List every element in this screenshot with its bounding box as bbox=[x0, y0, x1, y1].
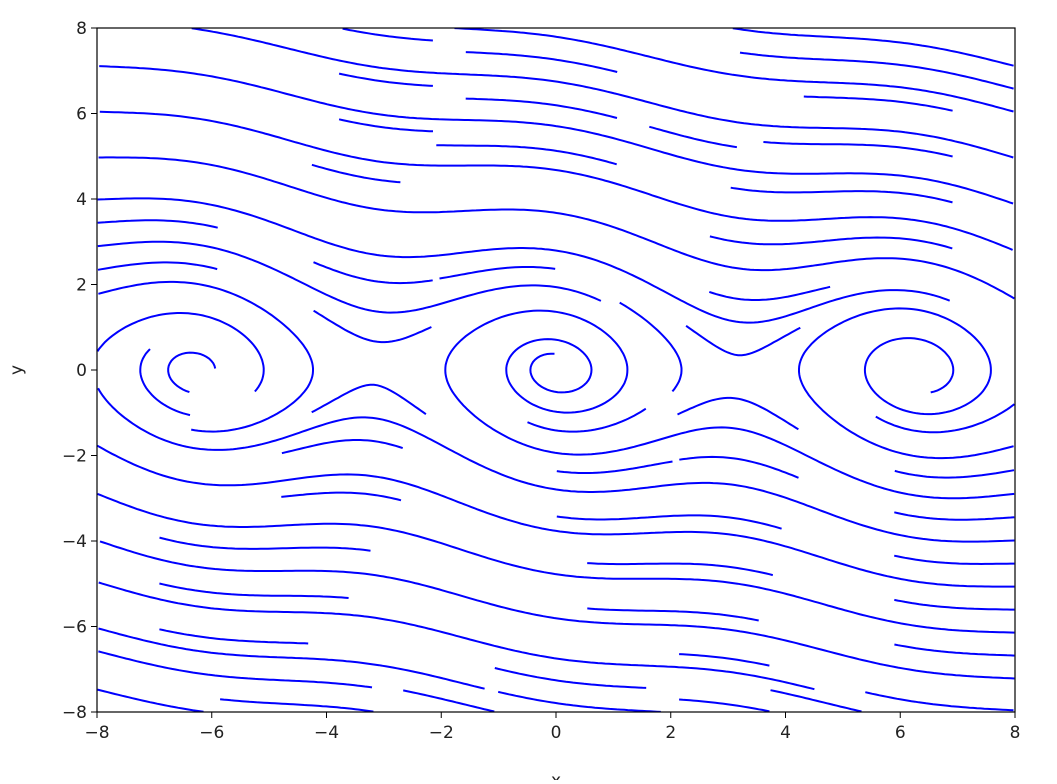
streamline bbox=[281, 439, 404, 455]
streamline bbox=[281, 491, 402, 502]
streamline bbox=[98, 627, 485, 690]
streamline bbox=[97, 387, 1015, 543]
streamline bbox=[763, 141, 953, 158]
streamline bbox=[311, 383, 427, 416]
y-tick-label: 0 bbox=[76, 361, 87, 381]
streamline bbox=[497, 690, 661, 712]
streamline bbox=[139, 348, 191, 417]
x-tick-label: 4 bbox=[780, 723, 791, 743]
streamlines bbox=[97, 28, 1015, 712]
streamline bbox=[556, 460, 673, 474]
streamline bbox=[798, 307, 1014, 460]
streamline bbox=[679, 698, 770, 712]
streamline bbox=[730, 186, 953, 204]
streamline bbox=[465, 51, 618, 73]
streamline bbox=[98, 156, 1015, 300]
streamline bbox=[803, 95, 953, 112]
streamline bbox=[313, 261, 433, 285]
streamline bbox=[313, 309, 432, 344]
streamline bbox=[97, 492, 1015, 634]
streamline bbox=[649, 125, 738, 149]
x-axis-label: x bbox=[551, 771, 561, 780]
streamline bbox=[159, 536, 371, 552]
streamline bbox=[311, 163, 401, 184]
y-tick-label: 8 bbox=[76, 19, 87, 39]
y-tick-label: 2 bbox=[76, 276, 87, 296]
streamline bbox=[685, 324, 801, 357]
y-tick-label: −8 bbox=[62, 703, 87, 723]
streamline bbox=[99, 110, 1014, 251]
y-tick-label: 4 bbox=[76, 190, 87, 210]
streamline bbox=[894, 643, 1015, 657]
x-tick-label: −8 bbox=[84, 723, 109, 743]
y-tick-label: −6 bbox=[62, 618, 87, 638]
streamline bbox=[770, 689, 862, 712]
streamline bbox=[338, 72, 433, 87]
streamline bbox=[465, 97, 618, 119]
streamline bbox=[342, 28, 433, 42]
streamline bbox=[444, 309, 1015, 500]
x-tick-label: 8 bbox=[1010, 723, 1021, 743]
x-tick-label: 6 bbox=[895, 723, 906, 743]
streamline bbox=[97, 444, 1015, 588]
streamline bbox=[679, 653, 770, 667]
streamline bbox=[191, 28, 1014, 159]
streamline bbox=[865, 691, 1014, 712]
streamline bbox=[894, 469, 1015, 479]
streamline bbox=[708, 285, 831, 301]
y-axis-ticks: −8 −6 −4 −2 0 2 4 6 8 bbox=[62, 19, 97, 723]
x-axis-ticks: −8 −6 −4 −2 0 2 4 6 8 bbox=[84, 712, 1020, 743]
streamline bbox=[709, 235, 953, 250]
streamline bbox=[97, 688, 204, 712]
streamline bbox=[97, 312, 265, 393]
streamline bbox=[219, 698, 374, 712]
y-axis-label: y bbox=[7, 365, 27, 375]
streamline bbox=[97, 261, 218, 271]
streamline bbox=[527, 407, 647, 433]
x-tick-label: 0 bbox=[551, 723, 562, 743]
y-tick-label: −2 bbox=[62, 447, 87, 467]
streamline bbox=[97, 219, 218, 229]
streamline bbox=[99, 540, 1015, 680]
streamline bbox=[436, 144, 617, 166]
streamline bbox=[619, 301, 683, 393]
streamline bbox=[732, 28, 1014, 67]
streamline bbox=[894, 511, 1015, 521]
streamline bbox=[97, 240, 602, 314]
streamline bbox=[403, 689, 495, 712]
streamline bbox=[98, 650, 373, 689]
streamline bbox=[98, 280, 314, 433]
streamline bbox=[99, 65, 1014, 205]
x-tick-label: −4 bbox=[314, 723, 339, 743]
streamline bbox=[439, 266, 556, 280]
streamline bbox=[159, 582, 349, 599]
streamline bbox=[894, 598, 1015, 611]
streamline bbox=[338, 118, 434, 133]
streamline bbox=[677, 396, 799, 431]
streamline bbox=[556, 514, 782, 530]
y-tick-label: −4 bbox=[62, 532, 87, 552]
y-tick-label: 6 bbox=[76, 105, 87, 125]
x-tick-label: −2 bbox=[429, 723, 454, 743]
streamline bbox=[454, 28, 1014, 113]
streamline bbox=[98, 581, 815, 691]
streamline bbox=[494, 667, 647, 689]
x-tick-label: 2 bbox=[665, 723, 676, 743]
streamline bbox=[679, 455, 799, 479]
streamline bbox=[875, 403, 1015, 434]
streamline bbox=[587, 607, 759, 622]
streamline bbox=[159, 628, 309, 645]
x-tick-label: −6 bbox=[199, 723, 224, 743]
streamline bbox=[97, 197, 951, 324]
streamline bbox=[739, 51, 1014, 90]
streamline bbox=[167, 351, 217, 394]
streamline bbox=[894, 554, 1015, 566]
streamline bbox=[587, 562, 774, 577]
